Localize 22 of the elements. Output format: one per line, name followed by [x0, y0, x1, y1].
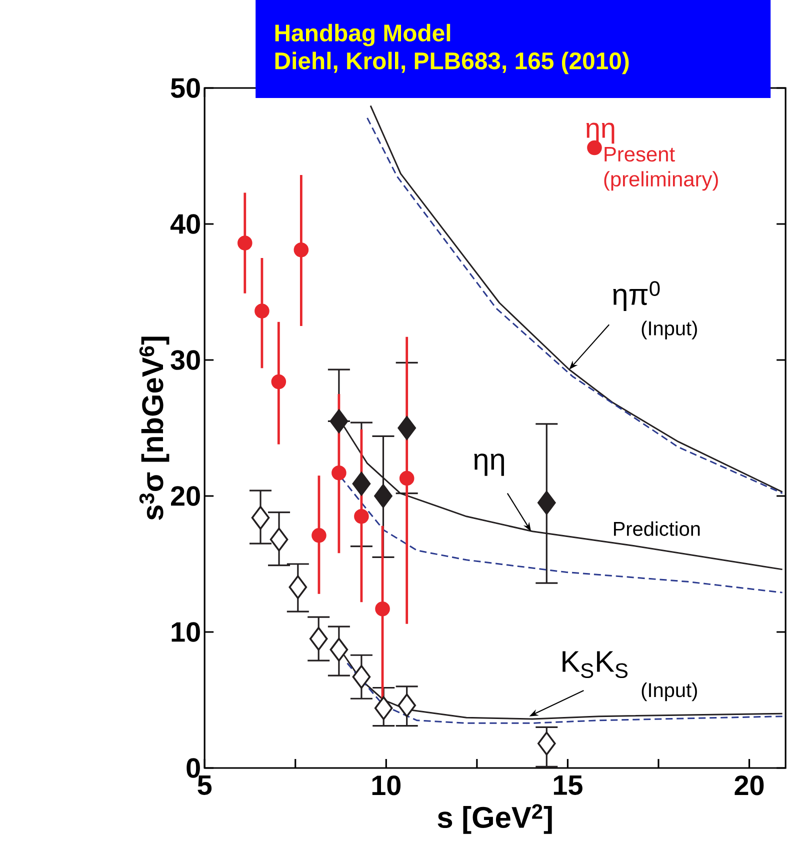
- y-tick-label: 30: [170, 350, 200, 370]
- y-tick-label: 20: [171, 486, 200, 506]
- annotation: (Input): [642, 320, 698, 340]
- x-tick-label: 5: [198, 776, 212, 795]
- y-tick-label: 0: [186, 758, 200, 778]
- x-tick-label: 10: [372, 776, 401, 796]
- legend-label: Present (preliminary): [604, 147, 718, 191]
- x-tick-label: 15: [554, 776, 583, 795]
- annotation: ηπ$^{0}$: [613, 281, 660, 311]
- chart-title: Handbag Model: [276, 24, 450, 46]
- x-axis-title: s [GeV$^{2}$]: [438, 804, 552, 834]
- y-tick-label: 10: [172, 622, 200, 642]
- y-axis-title: s$^{3}$σ [nbGeV$^{6}$]: [140, 336, 170, 520]
- annotation: (Input): [642, 682, 698, 702]
- chart-subtitle: Diehl, Kroll, PLB683, 165 (2010): [276, 52, 629, 74]
- x-tick-label: 20: [734, 776, 764, 796]
- y-tick-label: 40: [170, 214, 200, 234]
- annotation: Prediction: [614, 521, 700, 536]
- annotation: ηη: [474, 454, 504, 476]
- annotation: K$_{S}$K$_{S}$: [562, 651, 628, 678]
- legend-title: ηη: [586, 122, 614, 144]
- y-tick-label: 50: [171, 78, 200, 98]
